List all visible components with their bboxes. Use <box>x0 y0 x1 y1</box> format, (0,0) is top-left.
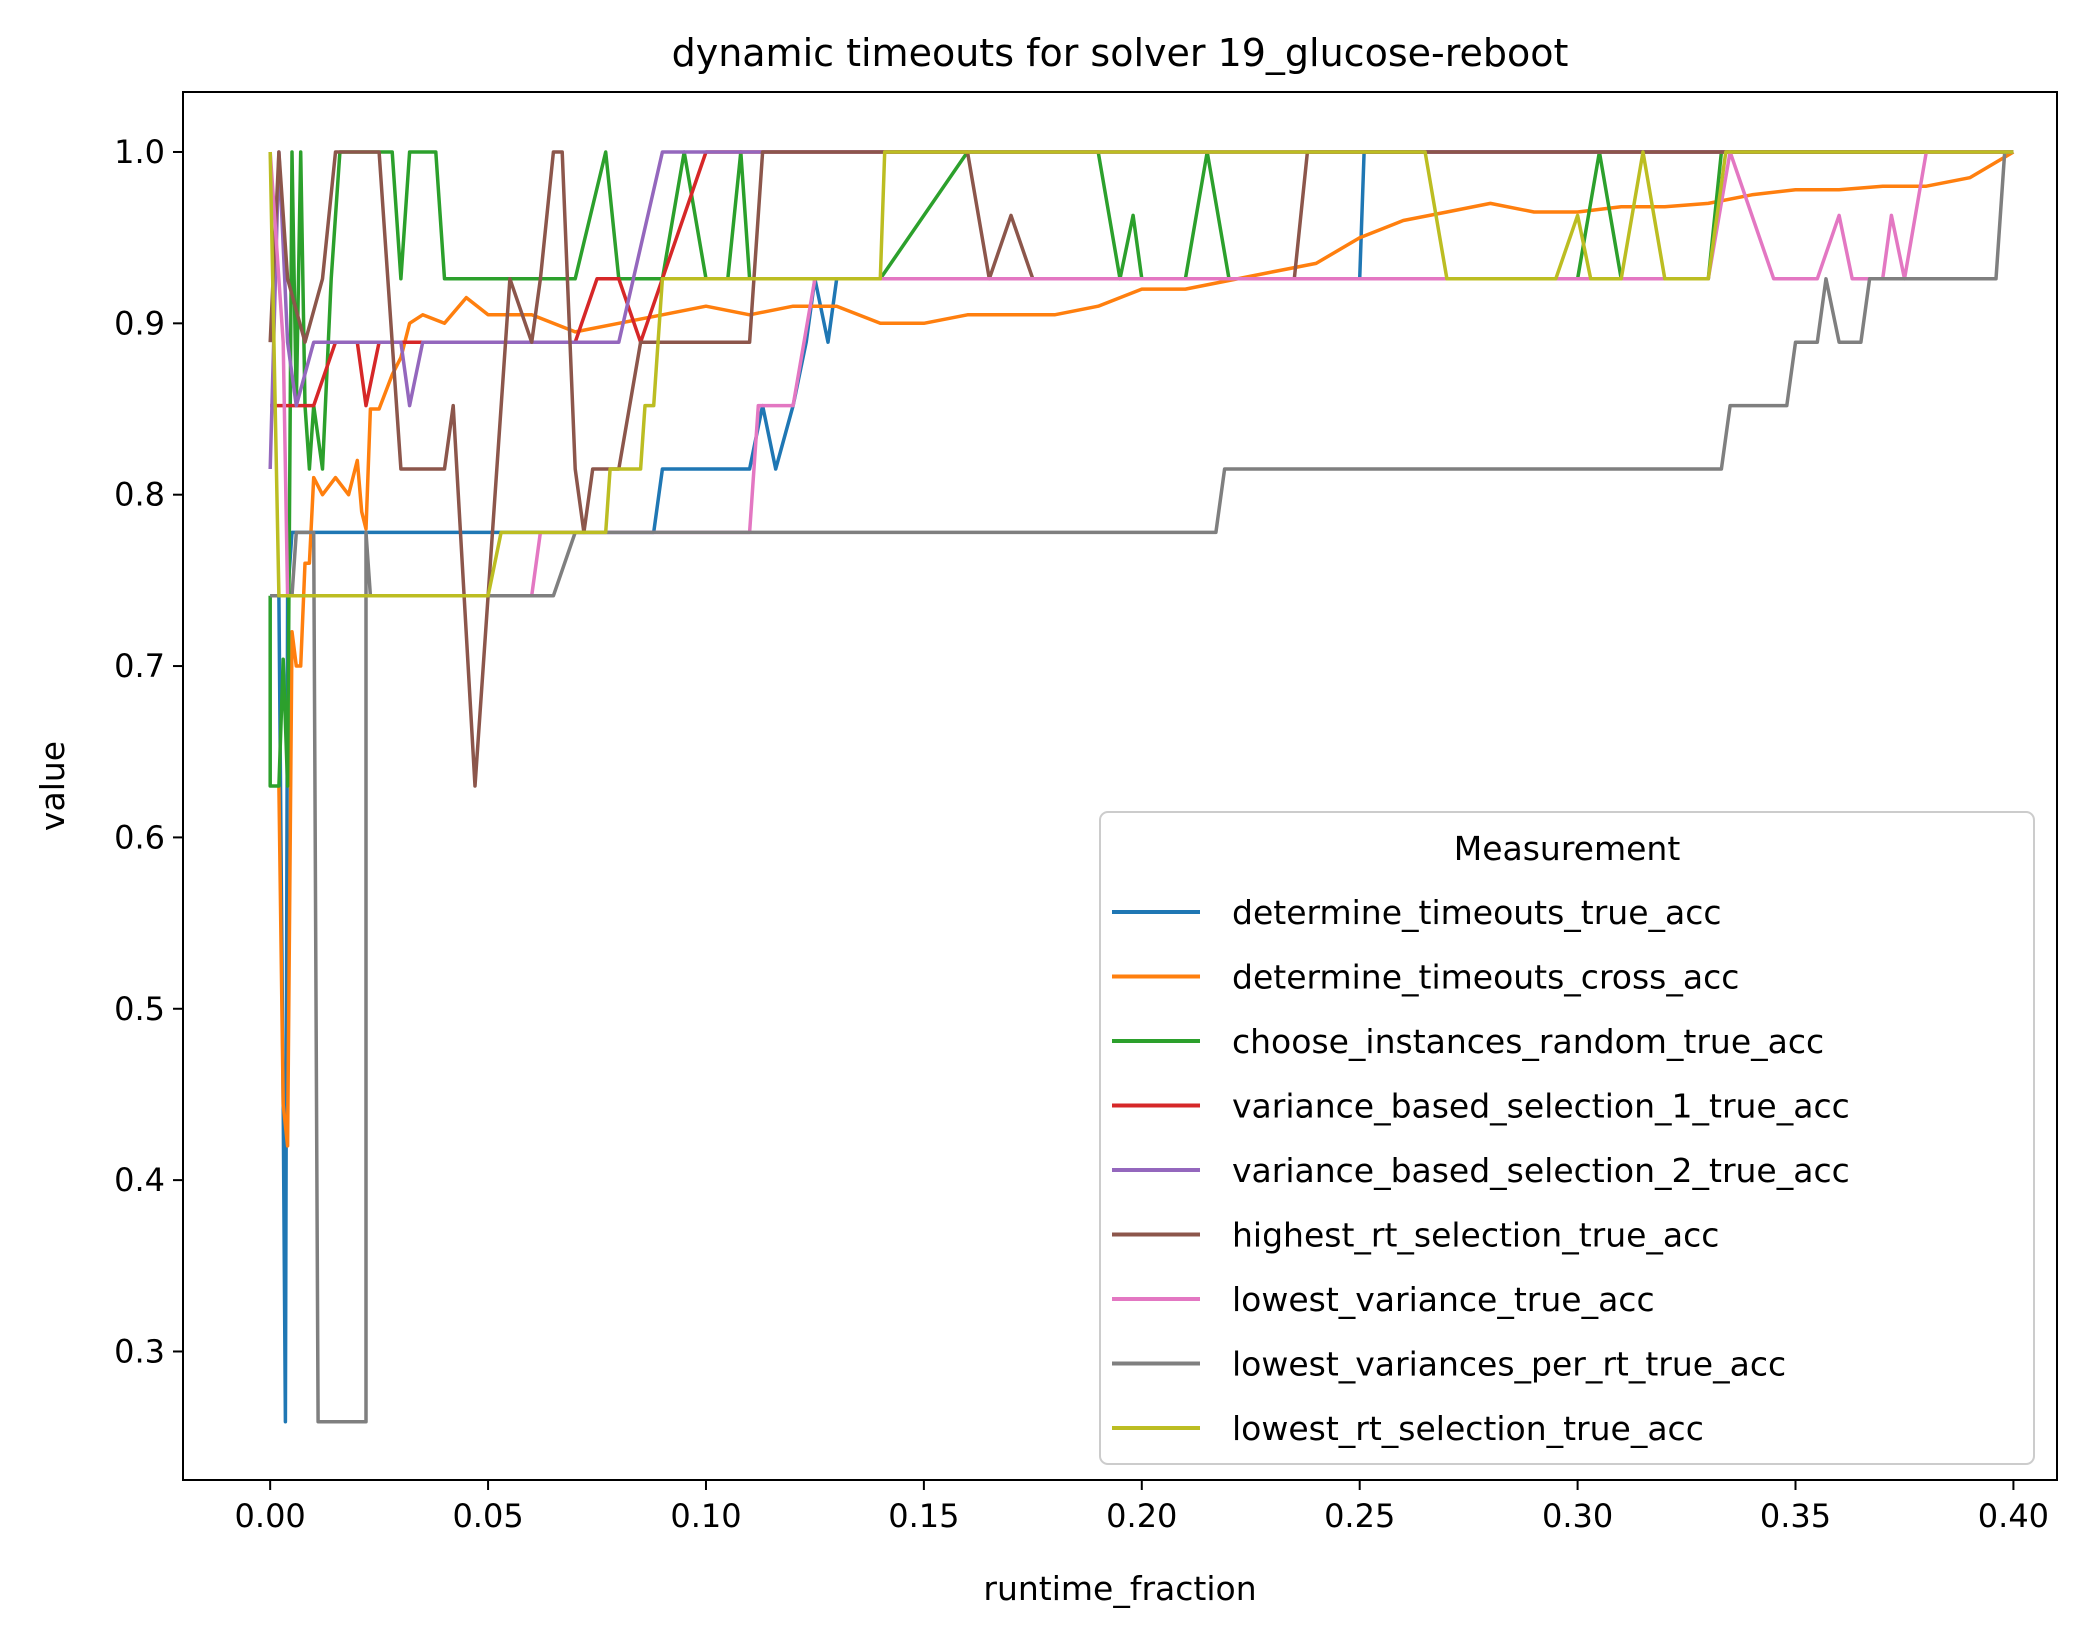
y-tick-label: 0.7 <box>114 647 165 685</box>
legend-entries: determine_timeouts_true_acc determine_tim… <box>1112 893 1850 1448</box>
legend-label: determine_timeouts_cross_acc <box>1232 958 1739 997</box>
legend-label: lowest_variances_per_rt_true_acc <box>1232 1345 1786 1384</box>
y-tick-label: 0.6 <box>114 818 165 856</box>
x-tick-label: 0.20 <box>1106 1497 1177 1535</box>
x-tick-label: 0.25 <box>1324 1497 1395 1535</box>
legend-label: lowest_rt_selection_true_acc <box>1232 1409 1704 1448</box>
legend-label: variance_based_selection_1_true_acc <box>1232 1087 1850 1126</box>
legend-title: Measurement <box>1454 829 1681 868</box>
x-tick-label: 0.15 <box>888 1497 959 1535</box>
series-layer <box>268 150 2015 1424</box>
legend-box <box>1099 811 2035 1465</box>
x-tick-label: 0.40 <box>1978 1497 2049 1535</box>
series-line-lowest-variances-per-rt-true-acc <box>270 150 2014 1424</box>
x-tick-label: 0.05 <box>452 1497 523 1535</box>
legend-label: highest_rt_selection_true_acc <box>1232 1216 1719 1255</box>
y-axis-label: value <box>33 741 72 831</box>
y-tick-label: 0.9 <box>114 304 165 342</box>
x-axis-ticks: 0.00 0.05 0.10 0.15 0.20 0.25 0.30 0.35 0.40 <box>235 1480 2049 1535</box>
y-tick-label: 1.0 <box>114 133 165 171</box>
x-tick-label: 0.10 <box>670 1497 741 1535</box>
y-axis-ticks: 0.3 0.4 0.5 0.6 0.7 0.8 0.9 1.0 <box>114 133 183 1370</box>
plot-frame <box>182 91 2058 1481</box>
legend-label: determine_timeouts_true_acc <box>1232 893 1722 932</box>
legend-label: lowest_variance_true_acc <box>1232 1280 1655 1319</box>
legend-label: choose_instances_random_true_acc <box>1232 1022 1824 1061</box>
legend: Measurement determine_timeouts_true_accd… <box>1099 811 2035 1465</box>
series-line-determine-timeouts-cross-acc <box>277 150 2015 1148</box>
y-tick-label: 0.3 <box>114 1332 165 1370</box>
legend-label: variance_based_selection_2_true_acc <box>1232 1151 1850 1190</box>
series-line-variance-based-selection-2-true-acc <box>268 150 2014 470</box>
y-tick-label: 0.5 <box>114 990 165 1028</box>
x-axis-label: runtime_fraction <box>983 1569 1256 1608</box>
y-tick-label: 0.4 <box>114 1161 165 1199</box>
x-tick-label: 0.35 <box>1760 1497 1831 1535</box>
x-tick-label: 0.00 <box>235 1497 306 1535</box>
series-line-lowest-rt-selection-true-acc <box>268 150 2014 598</box>
x-tick-label: 0.30 <box>1542 1497 1613 1535</box>
y-tick-label: 0.8 <box>114 476 165 514</box>
series-line-determine-timeouts-true-acc <box>270 150 2014 1424</box>
chart-title: dynamic timeouts for solver 19_glucose-r… <box>672 31 1569 75</box>
